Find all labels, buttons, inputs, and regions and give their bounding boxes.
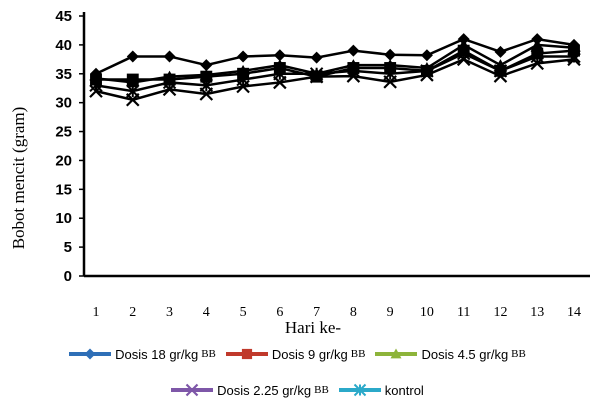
data-point	[236, 72, 250, 87]
y-tick-label: 45	[55, 8, 72, 25]
x-tick-label: 2	[129, 305, 136, 320]
data-point	[383, 67, 397, 81]
legend-swatch	[171, 383, 214, 397]
data-point	[456, 46, 471, 61]
legend-label: kontrol	[384, 382, 424, 398]
legend-item: Dosis 4.5 gr/kg BB	[373, 346, 526, 362]
x-tick-label: 1	[93, 305, 100, 320]
series-line-4	[95, 57, 575, 102]
data-point	[420, 64, 434, 78]
data-point	[237, 64, 250, 76]
legend-marker	[390, 348, 402, 359]
x-tick-label: 8	[350, 305, 357, 320]
legend-item: kontrol	[337, 382, 424, 398]
data-point	[457, 38, 470, 50]
y-tick-label: 25	[55, 124, 72, 141]
data-point	[199, 78, 214, 93]
legend-row: Dosis 2.25 gr/kg BB kontrol	[0, 382, 593, 398]
legend-marker	[84, 348, 96, 360]
x-tick-label: 13	[530, 305, 544, 320]
legend-unit: BB	[201, 348, 216, 360]
legend-swatch	[69, 348, 112, 360]
series-lines	[95, 37, 575, 102]
x-axis-ticks: 1 2 3 4 5 6 7 8 9 10 11 12 13 14	[93, 305, 582, 320]
y-tick-label: 20	[55, 152, 72, 169]
data-point	[568, 41, 580, 53]
data-point	[494, 45, 507, 58]
y-tick-label: 30	[55, 95, 72, 112]
data-point	[273, 49, 286, 62]
x-tick-label: 5	[240, 305, 247, 320]
x-tick-label: 11	[457, 305, 470, 320]
y-tick-label: 35	[55, 66, 72, 83]
data-point	[310, 51, 323, 64]
data-point	[200, 68, 213, 80]
data-point	[384, 59, 397, 70]
x-tick-label: 4	[203, 305, 210, 320]
data-point	[531, 38, 544, 50]
data-point	[273, 67, 287, 81]
x-tick-label: 9	[387, 305, 394, 320]
data-point	[237, 50, 250, 63]
legend-label: Dosis 9 gr/kg	[271, 346, 348, 362]
chart-legend: Dosis 18 gr/kg BB Dosis 9 gr/kg BB Dosis 4.5…	[0, 342, 593, 402]
data-point	[162, 75, 177, 90]
data-point	[273, 59, 286, 70]
x-tick-label: 10	[420, 305, 434, 320]
legend-label: Dosis 2.25 gr/kg	[217, 382, 312, 398]
data-point	[347, 44, 360, 57]
legend-item: Dosis 18 gr/kg BB	[67, 346, 216, 362]
data-point	[200, 59, 213, 72]
y-tick-label: 5	[64, 239, 72, 256]
legend-unit: BB	[350, 348, 366, 360]
legend-marker	[185, 383, 199, 397]
legend-label: Dosis 4.5 gr/kg	[421, 346, 509, 362]
y-tick-label: 10	[55, 210, 72, 227]
data-point	[126, 84, 140, 98]
data-point	[309, 67, 324, 81]
y-axis-ticks: 0 5 10 15 20 25 30 35 40 45	[55, 8, 84, 285]
legend-unit: BB	[511, 348, 526, 360]
legend-swatch	[338, 383, 381, 397]
y-tick-label: 15	[55, 181, 72, 198]
x-tick-label: 6	[276, 305, 283, 320]
series-line-1	[95, 37, 575, 75]
x-tick-label: 3	[166, 305, 173, 320]
data-point	[126, 50, 139, 63]
x-tick-label: 7	[313, 305, 320, 320]
legend-marker	[241, 348, 253, 360]
data-point	[420, 49, 433, 62]
legend-marker	[353, 383, 367, 397]
y-tick-label: 0	[64, 268, 72, 285]
series-line-5	[95, 52, 574, 93]
data-point	[126, 76, 139, 88]
x-tick-label: 14	[567, 305, 581, 320]
legend-item: Dosis 2.25 gr/kg BB	[169, 382, 329, 398]
data-point	[89, 78, 103, 93]
legend-label: Dosis 18 gr/kg	[115, 346, 199, 362]
legend-row: Dosis 18 gr/kg BB Dosis 9 gr/kg BB Dosis 4.5…	[0, 346, 593, 362]
data-point	[493, 64, 508, 78]
legend-swatch	[375, 348, 418, 359]
x-tick-label: 12	[493, 305, 507, 320]
y-tick-label: 40	[55, 37, 72, 54]
legend-item: Dosis 9 gr/kg BB	[224, 346, 366, 362]
data-point	[90, 72, 102, 84]
series-markers	[89, 33, 581, 107]
data-point	[567, 49, 581, 64]
legend-swatch	[225, 348, 268, 360]
series-line-3	[95, 43, 575, 84]
y-axis-title: Bobot mencit (gram)	[9, 107, 28, 250]
data-point	[530, 49, 544, 64]
data-point	[384, 48, 397, 61]
x-axis-title: Hari ke-	[285, 318, 342, 337]
legend-unit: BB	[314, 384, 329, 396]
data-point	[163, 50, 176, 63]
data-point	[346, 64, 361, 78]
